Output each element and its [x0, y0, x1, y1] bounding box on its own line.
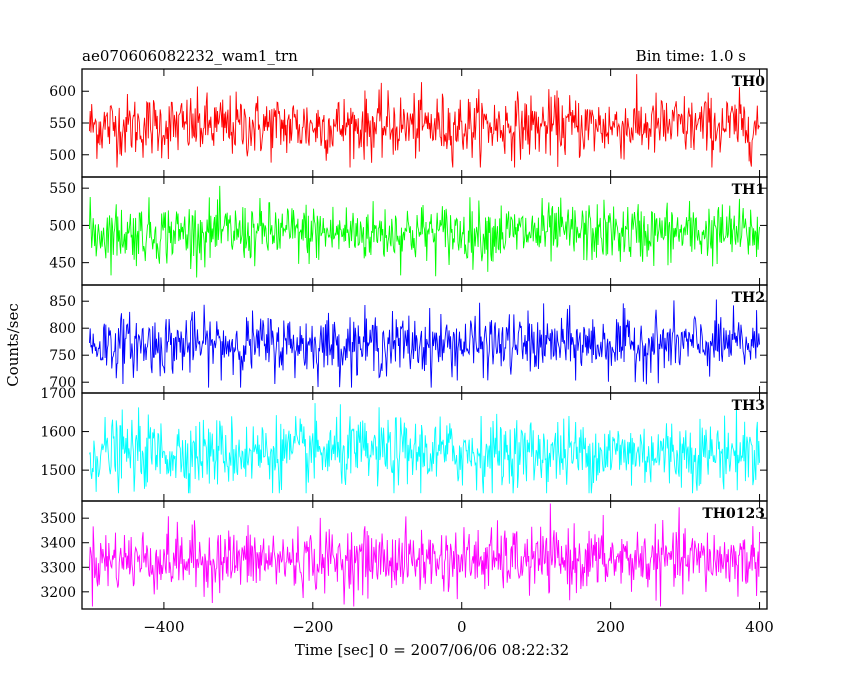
x-tick-label: 200: [596, 618, 625, 636]
series-th0123: [89, 503, 760, 607]
x-tick-label: −400: [143, 618, 184, 636]
y-tick-label: 3200: [40, 585, 76, 601]
panel-frame: [81, 284, 768, 394]
x-tick-label: 0: [457, 618, 467, 636]
y-tick-label: 550: [49, 116, 76, 132]
series-label: TH1: [732, 182, 765, 198]
y-tick-label: 600: [49, 84, 76, 100]
y-tick-label: 800: [49, 321, 76, 337]
y-tick-label: 500: [49, 218, 76, 234]
y-tick-label: 3500: [40, 511, 76, 527]
series-th2: [89, 299, 760, 388]
panel-frame: [81, 500, 768, 610]
x-tick-label: −200: [292, 618, 333, 636]
y-tick-label: 550: [49, 181, 76, 197]
series-th1: [89, 185, 760, 278]
y-tick-label: 500: [49, 148, 76, 164]
series-label: TH0: [732, 74, 766, 90]
y-tick-label: 3400: [40, 536, 76, 552]
y-tick-label: 750: [49, 348, 76, 364]
y-tick-label: 3300: [40, 560, 76, 576]
y-tick-label: 1700: [40, 386, 76, 402]
series-label: TH3: [732, 398, 765, 414]
chart-title: ae070606082232_wam1_trn: [82, 47, 298, 65]
panels: 500 550 600 TH0 450 500 550 TH1 700 750 800 850 TH2 1…: [40, 68, 774, 636]
series-label: TH2: [732, 290, 765, 306]
y-tick-label: 1500: [40, 463, 76, 479]
x-axis-label: Time [sec] 0 = 2007/06/06 08:22:32: [295, 641, 569, 659]
y-axis-label: Counts/sec: [4, 303, 22, 387]
y-tick-label: 700: [49, 375, 76, 391]
series-th0: [89, 74, 760, 168]
chart-subtitle: Bin time: 1.0 s: [636, 47, 746, 65]
panel-frame: [81, 392, 768, 502]
y-tick-label: 1600: [40, 425, 76, 441]
y-tick-label: 450: [49, 256, 76, 272]
x-tick-label: 400: [745, 618, 774, 636]
series-label: TH0123: [702, 506, 765, 522]
series-th3: [89, 403, 760, 494]
y-tick-label: 850: [49, 294, 76, 310]
